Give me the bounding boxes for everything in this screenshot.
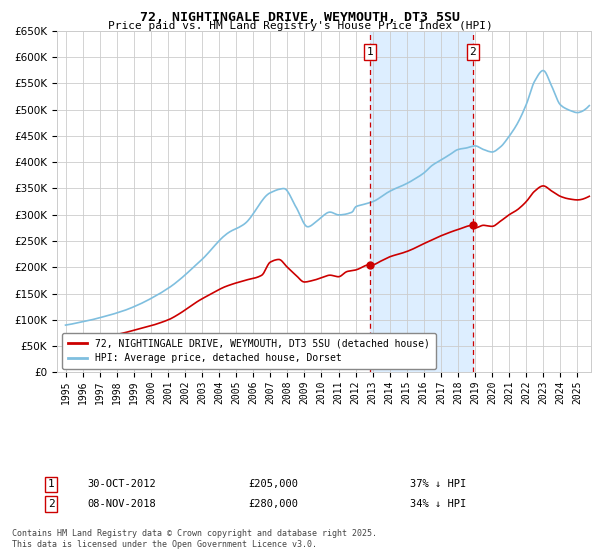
Bar (370, 31, 473, 372)
Text: £280,000: £280,000 (248, 499, 298, 509)
Legend: 72, NIGHTINGALE DRIVE, WEYMOUTH, DT3 5SU (detached house), HPI: Average price, d: 72, NIGHTINGALE DRIVE, WEYMOUTH, DT3 5SU… (62, 333, 436, 369)
Text: 1: 1 (367, 47, 373, 57)
Text: 1: 1 (47, 479, 55, 489)
Text: 34% ↓ HPI: 34% ↓ HPI (410, 499, 466, 509)
Text: Price paid vs. HM Land Registry's House Price Index (HPI): Price paid vs. HM Land Registry's House … (107, 21, 493, 31)
Text: 2: 2 (469, 47, 476, 57)
Text: Contains HM Land Registry data © Crown copyright and database right 2025.
This d: Contains HM Land Registry data © Crown c… (12, 529, 377, 549)
Text: 72, NIGHTINGALE DRIVE, WEYMOUTH, DT3 5SU: 72, NIGHTINGALE DRIVE, WEYMOUTH, DT3 5SU (140, 11, 460, 24)
Text: 2: 2 (47, 499, 55, 509)
Text: 30-OCT-2012: 30-OCT-2012 (87, 479, 156, 489)
Text: £205,000: £205,000 (248, 479, 298, 489)
Text: 37% ↓ HPI: 37% ↓ HPI (410, 479, 466, 489)
Text: 08-NOV-2018: 08-NOV-2018 (87, 499, 156, 509)
